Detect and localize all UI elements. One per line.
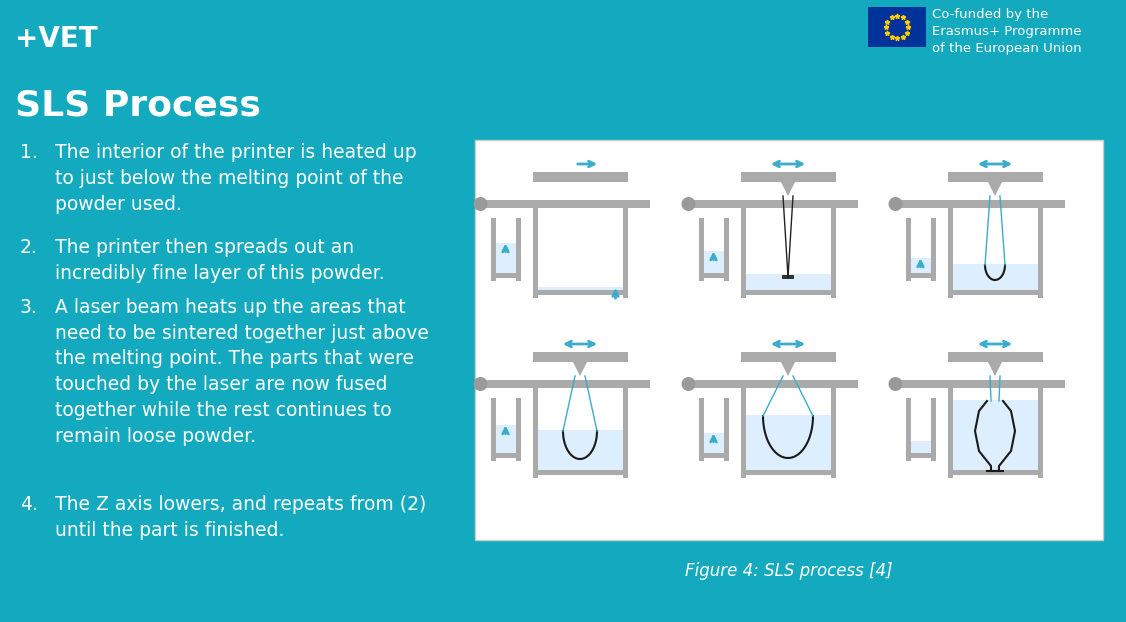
Polygon shape xyxy=(781,182,795,196)
Bar xyxy=(537,287,623,290)
Bar xyxy=(903,382,905,386)
Bar xyxy=(741,470,835,475)
Bar xyxy=(627,380,647,388)
Text: 1.: 1. xyxy=(20,143,38,162)
Bar xyxy=(627,200,647,208)
Bar xyxy=(491,218,495,281)
Bar xyxy=(495,243,516,272)
Bar xyxy=(533,470,627,475)
Text: Figure 4: SLS process [4]: Figure 4: SLS process [4] xyxy=(686,562,893,580)
Bar xyxy=(741,352,835,362)
Bar xyxy=(533,200,537,298)
Bar xyxy=(831,200,835,298)
Bar xyxy=(895,380,1064,388)
Polygon shape xyxy=(988,182,1002,196)
Bar xyxy=(905,218,911,281)
Bar xyxy=(930,218,936,281)
Bar xyxy=(491,397,495,460)
Bar xyxy=(947,380,953,478)
Bar xyxy=(481,380,650,388)
Bar xyxy=(741,380,745,478)
Bar xyxy=(868,7,926,47)
Bar xyxy=(533,380,537,478)
Bar xyxy=(741,172,835,182)
Bar xyxy=(533,290,627,295)
Bar xyxy=(475,140,1103,540)
Bar xyxy=(1037,200,1043,298)
Circle shape xyxy=(888,197,903,211)
Bar xyxy=(704,432,724,452)
Bar xyxy=(688,380,858,388)
Bar xyxy=(953,264,1037,290)
Bar xyxy=(696,202,698,206)
Text: A laser beam heats up the areas that
need to be sintered together just above
the: A laser beam heats up the areas that nee… xyxy=(55,298,429,446)
Text: Co-funded by the
Erasmus+ Programme
of the European Union: Co-funded by the Erasmus+ Programme of t… xyxy=(932,8,1082,55)
Bar xyxy=(953,400,1037,470)
Circle shape xyxy=(681,377,696,391)
Bar xyxy=(516,218,520,281)
Text: 4.: 4. xyxy=(20,495,38,514)
Text: The printer then spreads out an
incredibly fine layer of this powder.: The printer then spreads out an incredib… xyxy=(55,238,385,283)
Bar xyxy=(831,380,835,478)
Circle shape xyxy=(681,197,696,211)
Text: 3.: 3. xyxy=(20,298,38,317)
Text: The interior of the printer is heated up
to just below the melting point of the
: The interior of the printer is heated up… xyxy=(55,143,417,213)
Text: +VET: +VET xyxy=(15,25,98,53)
Text: The Z axis lowers, and repeats from (2)
until the part is finished.: The Z axis lowers, and repeats from (2) … xyxy=(55,495,427,540)
Bar xyxy=(488,202,491,206)
Bar xyxy=(835,380,856,388)
Text: SLS Process: SLS Process xyxy=(15,88,261,122)
Bar xyxy=(704,251,724,272)
Polygon shape xyxy=(988,362,1002,376)
Bar xyxy=(905,397,911,460)
Bar xyxy=(905,452,936,458)
Bar xyxy=(741,200,745,298)
Bar xyxy=(533,172,627,182)
Bar xyxy=(781,275,794,279)
Polygon shape xyxy=(781,362,795,376)
Bar xyxy=(745,274,831,290)
Bar xyxy=(481,200,650,208)
Bar xyxy=(947,172,1043,182)
Bar xyxy=(947,470,1043,475)
Bar xyxy=(905,272,936,277)
Bar xyxy=(947,290,1043,295)
Bar xyxy=(488,382,491,386)
Bar xyxy=(688,200,858,208)
Bar xyxy=(533,352,627,362)
Bar xyxy=(698,452,729,458)
Bar xyxy=(516,397,520,460)
Circle shape xyxy=(888,377,903,391)
Bar xyxy=(835,200,856,208)
Bar xyxy=(741,290,835,295)
Bar xyxy=(623,200,627,298)
Bar xyxy=(696,382,698,386)
Bar xyxy=(947,352,1043,362)
Circle shape xyxy=(474,197,488,211)
Bar xyxy=(745,415,831,470)
Bar xyxy=(911,258,930,272)
Bar xyxy=(495,424,516,452)
Bar xyxy=(698,397,704,460)
Bar xyxy=(895,200,1064,208)
Bar xyxy=(1043,380,1063,388)
Bar xyxy=(930,397,936,460)
Bar xyxy=(1043,200,1063,208)
Bar xyxy=(491,452,520,458)
Bar xyxy=(724,397,729,460)
Bar xyxy=(698,218,704,281)
Bar xyxy=(698,272,729,277)
Circle shape xyxy=(474,377,488,391)
Bar xyxy=(947,200,953,298)
Bar xyxy=(623,380,627,478)
Bar xyxy=(1037,380,1043,478)
Bar xyxy=(724,218,729,281)
Bar xyxy=(911,440,930,452)
Bar xyxy=(491,272,520,277)
Bar xyxy=(903,202,905,206)
Text: 2.: 2. xyxy=(20,238,38,257)
Polygon shape xyxy=(573,362,587,376)
Bar xyxy=(537,430,623,470)
